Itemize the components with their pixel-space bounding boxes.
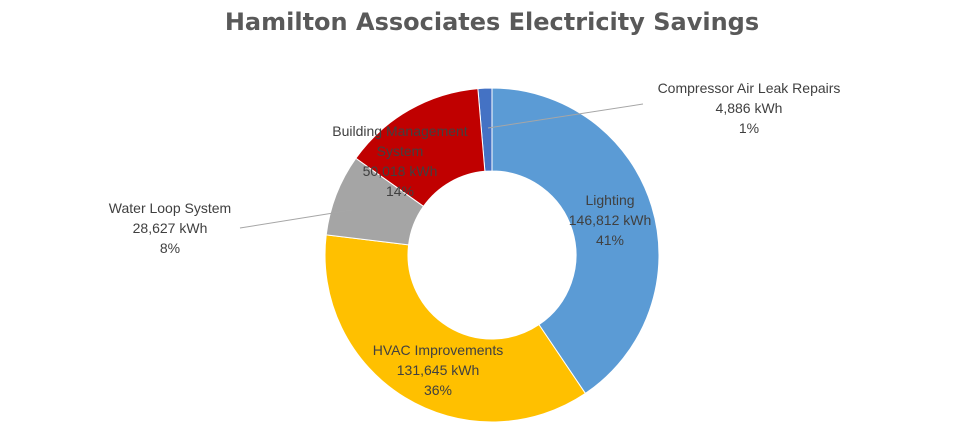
data-label-category: Water Loop System: [109, 200, 231, 216]
data-labels: Compressor Air Leak Repairs 4,886 kWh 1% Li…: [109, 80, 841, 398]
data-label-value: 131,645 kWh: [397, 362, 480, 378]
data-label-hvac-improvements: HVAC Improvements 131,645 kWh 36%: [373, 342, 503, 398]
data-label-percent: 14%: [386, 183, 414, 199]
data-label-category: System: [377, 143, 424, 159]
data-label-compressor-air-leak-repairs: Compressor Air Leak Repairs 4,886 kWh 1%: [658, 80, 841, 136]
data-label-value: 4,886 kWh: [716, 100, 783, 116]
data-label-percent: 8%: [160, 240, 180, 256]
leader-line-compressor-air-leak-repairs: [487, 103, 644, 129]
leader-line-water-loop-system: [239, 209, 353, 229]
data-label-percent: 1%: [739, 120, 759, 136]
slice-hvac-improvements: [324, 234, 587, 423]
data-label-lighting: Lighting 146,812 kWh 41%: [569, 192, 652, 248]
data-label-water-loop-system: Water Loop System 28,627 kWh 8%: [109, 200, 231, 256]
data-label-value: 146,812 kWh: [569, 212, 652, 228]
data-label-building-management-system: Building Management System 50,018 kWh 14%: [332, 123, 468, 199]
data-label-category: HVAC Improvements: [373, 342, 503, 358]
slices-group: [324, 87, 660, 423]
data-label-percent: 41%: [596, 232, 624, 248]
slice-building-management-system: [355, 88, 486, 208]
data-label-value: 50,018 kWh: [363, 163, 438, 179]
data-label-category: Lighting: [585, 192, 634, 208]
chart-title: Hamilton Associates Electricity Savings: [224, 8, 760, 36]
leader-lines: [239, 103, 644, 229]
data-label-percent: 36%: [424, 382, 452, 398]
data-label-value: 28,627 kWh: [133, 220, 208, 236]
data-label-category: Compressor Air Leak Repairs: [658, 80, 841, 96]
data-label-category: Building Management: [332, 123, 468, 139]
slice-lighting: [491, 87, 660, 395]
